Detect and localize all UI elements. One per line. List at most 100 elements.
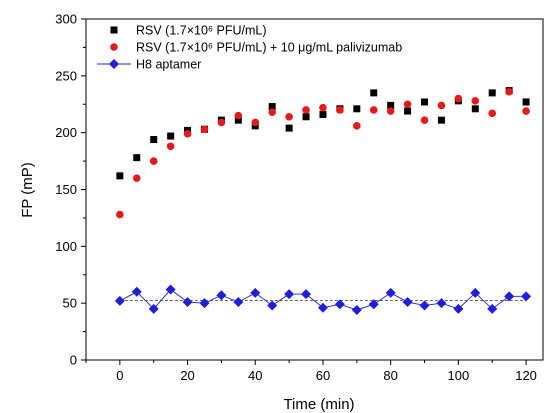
data-point [387, 101, 395, 109]
legend-entry: RSV (1.7×10⁶ PFU/mL) [110, 24, 267, 38]
data-point [167, 132, 175, 140]
legend-marker [110, 43, 118, 51]
x-tick-label: 80 [383, 368, 397, 383]
series-diamond [114, 284, 532, 315]
data-point [302, 106, 310, 114]
axes: 0 20 40 60 80 100 120 0 50 100 150 200 250 300 [55, 12, 544, 383]
data-point [285, 124, 293, 132]
data-point [385, 287, 396, 298]
data-point [436, 298, 447, 309]
data-point [403, 100, 412, 109]
data-point [216, 290, 227, 301]
data-point [250, 287, 261, 298]
data-point [319, 110, 327, 118]
y-axis-title: FP (mP) [19, 162, 36, 218]
data-point [133, 154, 141, 162]
data-point [421, 98, 429, 106]
data-point [116, 210, 124, 219]
legend-label: RSV (1.7×10⁶ PFU/mL) + 10 μg/mL palivizu… [136, 41, 402, 55]
x-tick-label: 40 [248, 368, 262, 383]
data-point [420, 116, 429, 124]
legend-label: RSV (1.7×10⁶ PFU/mL) [136, 24, 267, 38]
legend-label: H8 aptamer [136, 58, 201, 72]
data-point [319, 103, 327, 112]
data-point [234, 111, 243, 120]
data-point [233, 297, 244, 308]
data-point [234, 116, 242, 124]
data-point [437, 101, 446, 110]
data-point [404, 107, 412, 115]
data-point [317, 302, 328, 313]
data-point [369, 106, 378, 114]
data-point [454, 94, 463, 103]
data-point [217, 118, 226, 127]
y-tick-label: 150 [55, 182, 77, 197]
data-point [471, 97, 480, 105]
data-point [149, 157, 158, 165]
data-point [199, 298, 210, 309]
data-point [368, 299, 379, 310]
data-point [453, 303, 464, 314]
y-tick-label: 100 [55, 239, 77, 254]
data-point [522, 107, 530, 115]
data-point [268, 108, 276, 117]
plot-area [114, 87, 532, 315]
data-point [165, 284, 176, 295]
data-point [386, 107, 395, 115]
x-tick-label: 100 [448, 368, 470, 383]
series-square [116, 87, 530, 180]
data-point [336, 106, 344, 114]
x-tick-label: 0 [116, 368, 123, 383]
data-point [116, 172, 124, 180]
data-point [353, 122, 361, 130]
x-axis-title: Time (min) [283, 396, 354, 413]
y-tick-label: 250 [55, 68, 77, 83]
legend-entry: H8 aptamer [97, 58, 201, 72]
data-point [182, 297, 193, 308]
y-tick-label: 200 [55, 125, 77, 140]
data-point [251, 118, 260, 127]
data-point [334, 299, 345, 310]
data-point [302, 113, 310, 121]
data-point [114, 295, 125, 306]
data-point [131, 286, 142, 297]
y-tick-label: 0 [70, 353, 77, 368]
y-tick-label: 50 [63, 296, 77, 311]
data-point [284, 289, 295, 300]
data-point [150, 135, 158, 143]
data-point [521, 291, 532, 302]
data-point [268, 103, 276, 111]
data-point [200, 125, 209, 134]
data-point [132, 174, 141, 182]
data-point [166, 142, 175, 151]
x-tick-label: 120 [515, 368, 537, 383]
data-point [505, 87, 513, 96]
series-circle [116, 87, 530, 219]
data-point [487, 303, 498, 314]
y-tick-label: 300 [55, 12, 77, 27]
data-point [285, 112, 293, 121]
data-point [148, 303, 159, 314]
data-point [370, 89, 378, 97]
legend-marker [109, 59, 119, 69]
data-point [267, 300, 278, 311]
data-point [437, 116, 445, 124]
data-point [471, 105, 479, 113]
legend-marker [110, 26, 118, 34]
data-point [301, 289, 312, 300]
legend: RSV (1.7×10⁶ PFU/mL) RSV (1.7×10⁶ PFU/mL)… [97, 24, 402, 72]
data-point [419, 300, 430, 311]
data-point [488, 89, 496, 97]
data-point [402, 297, 413, 308]
data-point [183, 130, 192, 138]
x-tick-label: 20 [180, 368, 194, 383]
data-point [353, 105, 361, 113]
data-point [488, 109, 497, 118]
data-point [470, 287, 481, 298]
x-tick-label: 60 [316, 368, 330, 383]
data-point [504, 291, 515, 302]
legend-entry: RSV (1.7×10⁶ PFU/mL) + 10 μg/mL palivizu… [110, 41, 402, 55]
data-point [351, 304, 362, 315]
data-point [522, 98, 530, 106]
